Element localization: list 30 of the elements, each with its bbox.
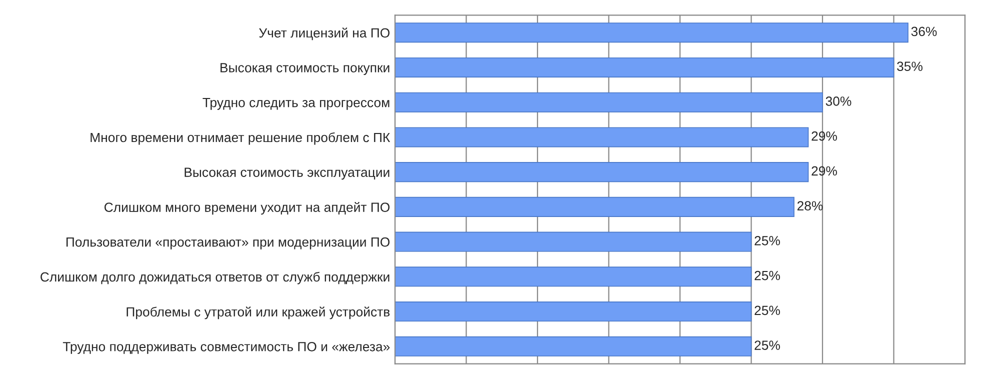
data-label: 30% xyxy=(826,96,852,106)
y-tick-label: Высокая стоимость покупки xyxy=(220,63,390,75)
y-tick-label: Трудно поддерживать совместимость ПО и «железа» xyxy=(62,342,390,354)
bar xyxy=(395,162,809,182)
bar xyxy=(395,266,752,287)
y-tick-label: Проблемы с утратой или кражей устройств xyxy=(126,306,390,320)
y-tick-label: Учет лицензий на ПО xyxy=(259,28,390,40)
data-label: 25% xyxy=(754,340,780,350)
bar xyxy=(395,57,894,78)
data-label: 36% xyxy=(911,26,937,36)
data-label: 25% xyxy=(754,306,780,316)
y-tick-label: Трудно следить за прогрессом xyxy=(202,98,390,110)
bar xyxy=(395,196,794,217)
bar xyxy=(395,336,752,356)
data-label: 28% xyxy=(797,201,823,210)
data-label: 25% xyxy=(754,270,780,280)
bar xyxy=(395,302,752,322)
y-tick-label: Пользователи «простаивают» при модернизации ПО xyxy=(66,237,390,250)
y-tick-label: Высокая стоимость эксплуатации xyxy=(184,168,390,180)
data-label: 29% xyxy=(812,166,837,176)
bar xyxy=(395,232,752,252)
bar xyxy=(395,127,809,148)
y-tick-label: Слишком много времени уходит на апдейт ПО xyxy=(104,202,390,215)
bar xyxy=(395,22,908,43)
data-label: 35% xyxy=(897,62,922,72)
data-label: 29% xyxy=(812,131,837,141)
y-tick-label: Много времени отнимает решение проблем с ПК xyxy=(90,132,390,145)
data-label: 25% xyxy=(754,236,780,246)
bar xyxy=(395,92,823,112)
y-tick-label: Слишком долго дожидаться ответов от служб поддержки xyxy=(40,272,390,284)
